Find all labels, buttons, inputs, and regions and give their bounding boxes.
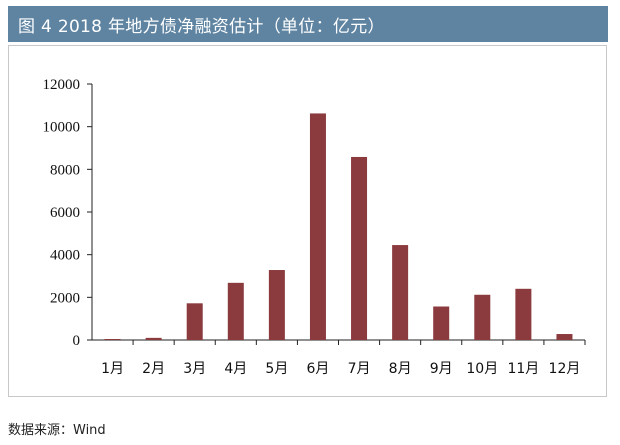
- bar-12: [556, 334, 573, 340]
- bar-11: [515, 288, 532, 340]
- x-tick-label: 4月: [224, 361, 247, 377]
- y-tick-label: 12000: [43, 77, 81, 93]
- bar-3: [186, 303, 203, 340]
- y-tick-label: 8000: [50, 162, 80, 178]
- bar-9: [433, 306, 450, 340]
- bar-4: [227, 282, 244, 340]
- y-tick-label: 0: [73, 333, 81, 349]
- bar-2: [145, 337, 162, 340]
- x-tick-label: 8月: [389, 361, 412, 377]
- x-tick-label: 9月: [430, 361, 453, 377]
- bar-5: [268, 270, 285, 340]
- bar-7: [351, 156, 368, 340]
- y-tick-label: 2000: [50, 290, 80, 306]
- x-tick-label: 12月: [549, 361, 581, 377]
- bar-6: [309, 113, 326, 340]
- x-tick-label: 11月: [507, 361, 539, 377]
- data-source: 数据来源：Wind: [8, 423, 106, 438]
- x-tick-label: 1月: [101, 361, 124, 377]
- title-bar: 图 4 2018 年地方债净融资估计（单位：亿元）: [8, 6, 608, 42]
- x-tick-label: 10月: [466, 361, 498, 377]
- x-tick-label: 2月: [142, 361, 165, 377]
- x-tick-label: 6月: [306, 361, 329, 377]
- y-tick-label: 6000: [50, 205, 80, 221]
- y-tick-label: 10000: [43, 120, 81, 136]
- x-tick-label: 5月: [265, 361, 288, 377]
- chart-title: 图 4 2018 年地方债净融资估计（单位：亿元）: [18, 16, 385, 37]
- x-tick-label: 7月: [348, 361, 371, 377]
- bar-10: [474, 294, 491, 340]
- bar-1: [104, 339, 121, 340]
- x-tick-label: 3月: [183, 361, 206, 377]
- y-tick-label: 4000: [50, 248, 80, 264]
- plot-frame: [8, 45, 607, 397]
- bar-8: [392, 245, 409, 340]
